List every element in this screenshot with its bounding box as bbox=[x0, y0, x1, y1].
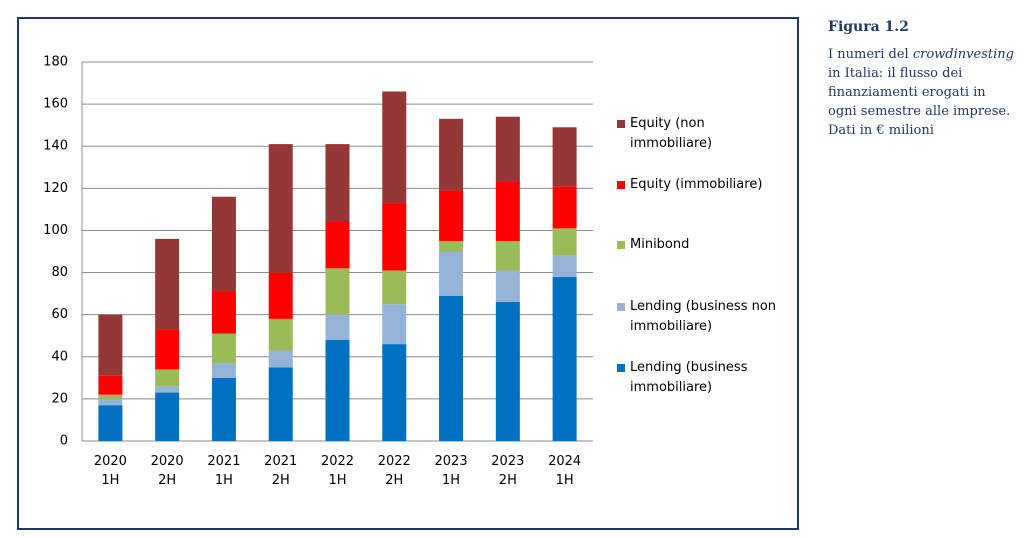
bar-segment bbox=[382, 344, 407, 441]
x-tick-label: 2021 1H bbox=[207, 454, 241, 488]
legend-label: Equity (immobiliare) bbox=[630, 177, 763, 192]
y-tick-label: 40 bbox=[51, 349, 68, 364]
x-tick-label: 2020 1H bbox=[93, 454, 127, 488]
bar-segment bbox=[211, 363, 236, 378]
legend-swatch bbox=[617, 241, 625, 249]
bar-segment bbox=[325, 144, 350, 223]
bar-segment bbox=[439, 251, 464, 296]
bar-segment bbox=[495, 302, 520, 441]
legend-label: Lending (business non immobiliare) bbox=[630, 299, 777, 334]
bar-segment bbox=[268, 367, 293, 441]
bar-segment bbox=[382, 304, 407, 345]
y-tick-label: 120 bbox=[43, 181, 68, 196]
bar-segment bbox=[552, 228, 577, 256]
bar-segment bbox=[325, 314, 350, 340]
y-tick-label: 180 bbox=[43, 55, 68, 70]
bar-segment bbox=[382, 203, 407, 271]
bar-segment bbox=[211, 196, 236, 292]
legend-label: Lending (business immobiliare) bbox=[630, 360, 748, 395]
caption-title: Figura 1.2 bbox=[828, 19, 909, 35]
y-tick-label: 100 bbox=[43, 223, 68, 238]
x-tick-label: 2022 2H bbox=[377, 454, 411, 488]
bar-segment bbox=[325, 268, 350, 315]
legend-swatch bbox=[617, 120, 625, 128]
bar-segment bbox=[211, 377, 236, 441]
bar-segment bbox=[439, 118, 464, 191]
bar-segment bbox=[155, 369, 180, 387]
bar-segment bbox=[552, 186, 577, 229]
x-tick-label: 2024 1H bbox=[548, 454, 582, 488]
bar-segment bbox=[98, 398, 123, 406]
bar-segment bbox=[155, 392, 180, 441]
legend-swatch bbox=[617, 181, 625, 189]
bar-segment bbox=[98, 375, 123, 395]
legend-swatch bbox=[617, 303, 625, 311]
y-tick-label: 20 bbox=[51, 391, 68, 406]
bar-segment bbox=[325, 339, 350, 441]
bar-segment bbox=[325, 222, 350, 269]
bar-segment bbox=[98, 314, 123, 376]
y-tick-label: 60 bbox=[51, 307, 68, 322]
chart-frame bbox=[17, 17, 799, 530]
y-tick-label: 160 bbox=[43, 97, 68, 112]
bar-segment bbox=[552, 255, 577, 277]
bar-segment bbox=[268, 318, 293, 351]
legend-label: Minibond bbox=[630, 237, 690, 252]
caption: Figura 1.2 I numeri del crowdinvesting i… bbox=[828, 18, 1018, 140]
bar-segment bbox=[98, 394, 123, 399]
bar-segment bbox=[268, 350, 293, 368]
legend-swatch bbox=[617, 364, 625, 372]
bar-segment bbox=[552, 276, 577, 441]
bar-segment bbox=[439, 295, 464, 441]
y-tick-label: 80 bbox=[51, 265, 68, 280]
caption-text: in Italia: il flusso dei finanziamenti e… bbox=[828, 66, 1011, 119]
bar-segment bbox=[382, 270, 407, 305]
bar-segment bbox=[439, 240, 464, 252]
bar-segment bbox=[268, 272, 293, 319]
bar-segment bbox=[98, 405, 123, 441]
bar-segment bbox=[382, 91, 407, 204]
bar-segment bbox=[155, 238, 180, 330]
caption-text: crowdinvesting bbox=[912, 47, 1014, 62]
bar-segment bbox=[155, 329, 180, 370]
x-tick-label: 2021 2H bbox=[264, 454, 298, 488]
bar-segment bbox=[495, 116, 520, 183]
caption-text: Dati in € milioni bbox=[828, 123, 934, 138]
legend-label: Equity (non immobiliare) bbox=[630, 116, 713, 151]
bar-segment bbox=[495, 270, 520, 303]
bar-segment bbox=[268, 144, 293, 273]
caption-text: I numeri del bbox=[828, 47, 909, 62]
bar-segment bbox=[155, 386, 180, 393]
y-tick-label: 140 bbox=[43, 139, 68, 154]
x-tick-label: 2023 2H bbox=[491, 454, 525, 488]
x-tick-label: 2023 1H bbox=[434, 454, 468, 488]
x-tick-label: 2020 2H bbox=[150, 454, 184, 488]
bar-segment bbox=[552, 127, 577, 187]
bar-segment bbox=[439, 190, 464, 241]
bar-segment bbox=[211, 291, 236, 334]
bar-segment bbox=[211, 333, 236, 364]
y-tick-label: 0 bbox=[60, 434, 68, 449]
x-tick-label: 2022 1H bbox=[320, 454, 355, 488]
bar-segment bbox=[495, 182, 520, 241]
bar-segment bbox=[495, 240, 520, 271]
